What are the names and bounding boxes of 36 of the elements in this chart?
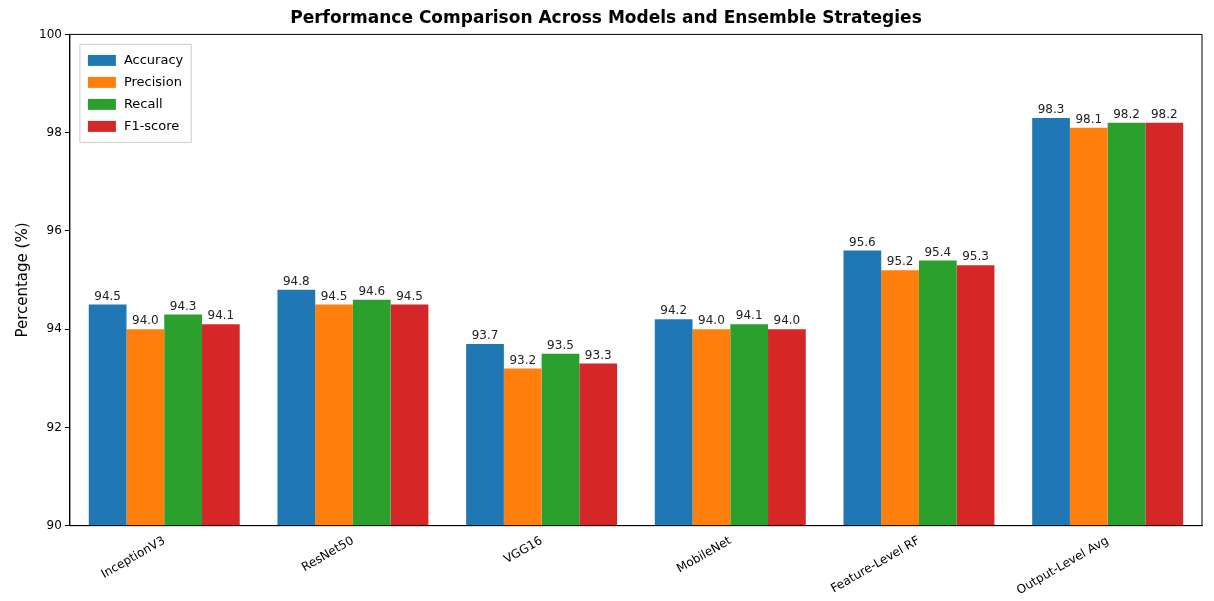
y-tick-label: 94: [46, 321, 62, 336]
y-tick-label: 100: [39, 26, 62, 41]
y-tick-label: 98: [46, 124, 62, 139]
data-label: 98.3: [1037, 102, 1065, 117]
y-axis-title: Percentage (%): [12, 222, 31, 338]
data-label: 93.2: [509, 352, 537, 367]
data-label: 95.6: [849, 234, 876, 249]
data-label: 94.2: [660, 303, 688, 318]
data-label: 94.0: [773, 313, 801, 328]
data-label: 98.2: [1150, 106, 1178, 121]
legend-label: Recall: [123, 95, 163, 111]
data-label: 94.0: [132, 313, 159, 328]
data-label: 95.3: [962, 249, 989, 264]
data-label: 94.5: [94, 288, 121, 303]
legend-label: Precision: [123, 73, 182, 89]
data-label: 98.1: [1075, 111, 1103, 126]
data-label: 98.2: [1113, 106, 1140, 121]
chart-title: Performance Comparison Across Models and Ensemble Strategies: [290, 6, 922, 27]
data-label: 94.5: [396, 288, 423, 303]
data-label: 94.3: [169, 298, 197, 313]
data-label: 93.5: [547, 337, 574, 352]
data-label: 95.2: [886, 254, 914, 269]
data-label: 94.8: [282, 273, 310, 288]
data-label: 94.1: [735, 308, 763, 323]
data-label: 94.1: [207, 308, 235, 323]
data-label: 93.7: [471, 328, 499, 343]
y-tick-label: 96: [46, 223, 62, 238]
data-label: 94.0: [698, 313, 725, 328]
y-tick-label: 90: [46, 517, 62, 532]
data-label: 94.5: [320, 288, 348, 303]
data-label: 95.4: [924, 244, 952, 259]
data-label: 93.3: [584, 347, 612, 362]
legend-label: F1-score: [123, 117, 180, 133]
data-label: 94.6: [358, 283, 386, 298]
legend-label: Accuracy: [123, 51, 184, 67]
y-tick-label: 92: [46, 419, 62, 434]
